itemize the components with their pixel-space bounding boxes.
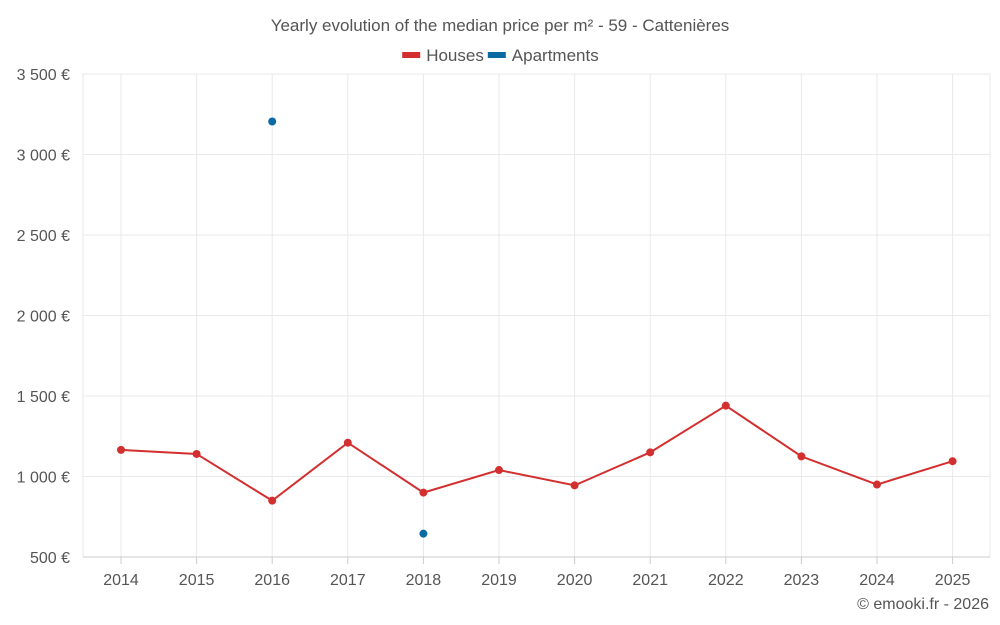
x-tick-label: 2024 [859,572,895,589]
x-tick-label: 2018 [406,572,442,589]
data-point-houses[interactable] [192,449,201,458]
legend[interactable]: Houses Apartments [402,46,599,65]
data-point-houses[interactable] [495,466,503,475]
legend-swatch [402,52,421,58]
y-tick-label: 500 € [30,550,70,567]
x-tick-label: 2020 [557,572,593,589]
data-point-houses[interactable] [343,438,352,447]
legend-item-apartments[interactable]: Apartments [487,46,599,65]
x-tick-label: 2021 [632,572,668,589]
data-point-apartments[interactable] [419,529,428,538]
data-point-houses[interactable] [948,457,957,466]
data-point-apartments[interactable] [268,117,277,126]
x-tick-label: 2019 [481,572,517,589]
data-point-houses[interactable] [797,452,806,461]
y-tick-label: 2 500 € [17,228,70,245]
y-tick-label: 1 000 € [17,470,70,487]
x-tick-label: 2023 [784,572,820,589]
data-point-houses[interactable] [721,401,730,410]
x-tick-label: 2015 [179,572,215,589]
y-tick-label: 1 500 € [17,389,70,406]
x-tick-label: 2014 [103,572,139,589]
legend-item-houses[interactable]: Houses [402,46,484,65]
data-point-houses[interactable] [646,448,655,457]
x-tick-label: 2025 [935,572,971,589]
legend-label: Apartments [512,46,599,65]
y-tick-label: 3 000 € [17,148,70,165]
axes: 500 € 1 000 € 1 500 € 2 000 € 2 500 € 3 000 €… [17,67,990,589]
y-tick-label: 3 500 € [17,67,70,84]
series-layer [117,117,957,538]
legend-label: Houses [426,46,484,65]
x-tick-label: 2022 [708,572,744,589]
legend-swatch [487,52,506,58]
x-tick-label: 2016 [254,572,290,589]
data-point-houses[interactable] [570,481,579,490]
series-line-houses [120,404,953,502]
y-tick-label: 2 000 € [17,309,70,326]
data-point-houses[interactable] [117,445,125,454]
chart-title: Yearly evolution of the median price per… [271,16,730,35]
grid [82,73,991,557]
data-point-houses[interactable] [873,480,881,489]
data-point-houses[interactable] [268,496,277,505]
credit-text: © emooki.fr - 2026 [857,596,989,613]
x-tick-label: 2017 [330,572,366,589]
data-point-houses[interactable] [419,488,428,497]
